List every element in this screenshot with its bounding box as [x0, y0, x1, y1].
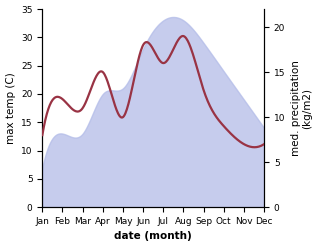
X-axis label: date (month): date (month) [114, 231, 192, 242]
Y-axis label: med. precipitation
(kg/m2): med. precipitation (kg/m2) [291, 60, 313, 156]
Y-axis label: max temp (C): max temp (C) [5, 72, 16, 144]
